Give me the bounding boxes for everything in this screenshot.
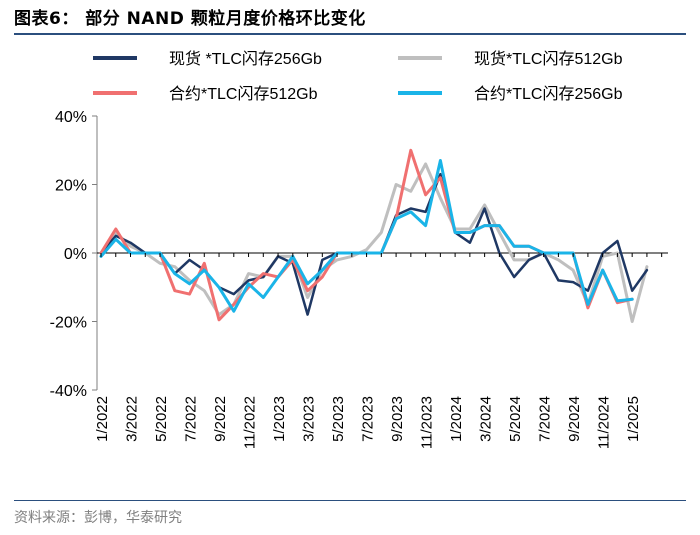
source-note: 资料来源：彭博，华泰研究 [14, 510, 182, 526]
y-tick-label: 0% [64, 246, 87, 263]
x-tick-label: 1/2022 [94, 396, 111, 442]
legend-label-3: 合约*TLC闪存256Gb [474, 85, 623, 103]
chart-legend: 现货 *TLC闪存256Gb 现货*TLC闪存512Gb 合约*TLC闪存512Gb… [93, 50, 623, 103]
x-tick-label: 1/2025 [625, 396, 642, 442]
x-tick-label: 7/2024 [537, 396, 554, 442]
x-tick-label: 3/2024 [478, 396, 495, 442]
legend-label-2: 合约*TLC闪存512Gb [169, 85, 318, 103]
x-tick-label: 1/2024 [448, 396, 465, 442]
x-tick-label: 9/2022 [212, 396, 229, 442]
x-tick-label: 9/2024 [566, 396, 583, 442]
x-tick-label: 3/2023 [301, 396, 318, 442]
series-line-3 [99, 159, 634, 313]
legend-label-1: 现货*TLC闪存512Gb [474, 50, 623, 68]
legend-label-0: 现货 *TLC闪存256Gb [169, 50, 322, 68]
x-tick-label: 5/2022 [153, 396, 170, 442]
figure-title: 图表6： 部分 NAND 颗粒月度价格环比变化 [14, 9, 366, 29]
x-tick-label: 3/2022 [124, 396, 141, 442]
series-line-2 [99, 148, 634, 322]
x-tick-label: 11/2022 [242, 396, 259, 449]
footer-divider [14, 500, 686, 501]
x-tick-label: 5/2023 [330, 396, 347, 442]
x-tick-label: 11/2024 [596, 396, 613, 449]
y-tick-label: -40% [50, 383, 87, 400]
x-tick-label: 9/2023 [389, 396, 406, 442]
chart-tick-layer: -40% -20% 0% 20% 40% 1/2022 3/2022 5/2022 7/2022… [50, 109, 663, 449]
chart-series-layer [99, 148, 649, 323]
nand-price-chart: 现货 *TLC闪存256Gb 现货*TLC闪存512Gb 合约*TLC闪存512Gb… [50, 50, 668, 449]
x-tick-label: 7/2023 [360, 396, 377, 442]
y-tick-label: -20% [50, 315, 87, 332]
y-tick-label: 20% [55, 178, 87, 195]
title-divider [14, 33, 686, 35]
x-tick-label: 5/2024 [507, 396, 524, 442]
x-tick-label: 7/2022 [183, 396, 200, 442]
x-tick-label: 1/2023 [271, 396, 288, 442]
y-tick-label: 40% [55, 109, 87, 126]
series-line-1 [99, 162, 649, 323]
x-tick-label: 11/2023 [419, 396, 436, 449]
